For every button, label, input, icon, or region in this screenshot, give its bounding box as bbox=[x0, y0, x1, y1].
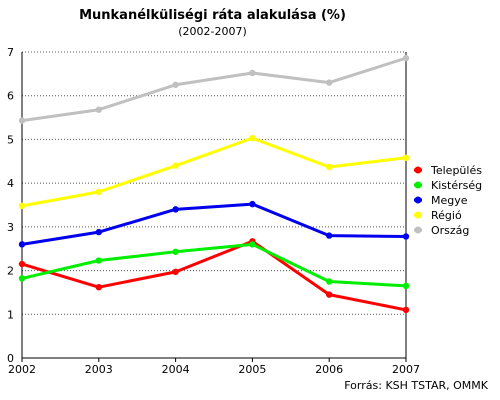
data-point bbox=[249, 200, 256, 208]
y-tick-label: 1 bbox=[7, 308, 14, 321]
chart-source: Forrás: KSH TSTAR, OMMK bbox=[344, 379, 488, 392]
y-tick-label: 6 bbox=[7, 90, 14, 103]
series-2 bbox=[18, 241, 410, 290]
legend-swatch bbox=[414, 166, 422, 174]
data-point bbox=[18, 202, 26, 210]
legend-label: Település bbox=[430, 164, 482, 177]
data-point bbox=[326, 278, 333, 285]
x-tick-label: 2003 bbox=[85, 363, 113, 376]
legend-item: Megye bbox=[414, 194, 468, 207]
data-point bbox=[249, 241, 256, 248]
data-point bbox=[326, 79, 333, 86]
series-line bbox=[21, 56, 407, 123]
series-line bbox=[21, 239, 407, 312]
data-point bbox=[326, 232, 333, 239]
y-tick-label: 3 bbox=[7, 221, 14, 234]
legend-label: Megye bbox=[431, 194, 468, 207]
data-point bbox=[402, 154, 410, 161]
data-point bbox=[18, 275, 26, 282]
legend-swatch bbox=[414, 196, 422, 204]
data-point bbox=[249, 134, 256, 142]
data-point bbox=[18, 241, 26, 248]
data-point bbox=[402, 306, 410, 314]
series-line bbox=[21, 202, 407, 246]
legend-item: Település bbox=[414, 164, 482, 177]
series-4 bbox=[18, 134, 410, 210]
x-tick-label: 2004 bbox=[162, 363, 190, 376]
data-point bbox=[326, 291, 333, 298]
series-line bbox=[21, 242, 407, 288]
data-point bbox=[95, 257, 103, 264]
y-tick-label: 7 bbox=[7, 46, 14, 59]
x-tick-label: 2002 bbox=[8, 363, 36, 376]
legend-label: Kistérség bbox=[431, 179, 482, 192]
data-point bbox=[172, 81, 179, 88]
y-tick-label: 5 bbox=[7, 133, 14, 146]
x-tick-label: 2007 bbox=[392, 363, 420, 376]
data-point bbox=[172, 248, 179, 255]
chart-title: Munkanélküliségi ráta alakulása (%) bbox=[79, 8, 346, 23]
chart-subtitle: (2002-2007) bbox=[178, 25, 247, 38]
data-point bbox=[326, 163, 333, 171]
legend-swatch bbox=[414, 181, 422, 189]
data-point bbox=[172, 268, 179, 276]
data-point bbox=[95, 188, 103, 196]
y-tick-label: 4 bbox=[7, 177, 14, 190]
series-3 bbox=[18, 200, 410, 248]
data-point bbox=[402, 233, 410, 240]
legend-item: Régió bbox=[414, 209, 462, 222]
data-point bbox=[402, 282, 410, 290]
legend-item: Kistérség bbox=[414, 179, 482, 192]
legend-item: Ország bbox=[414, 224, 469, 237]
series-line bbox=[21, 136, 407, 208]
data-point bbox=[249, 69, 256, 77]
legend-swatch bbox=[414, 211, 422, 219]
y-tick-label: 0 bbox=[7, 352, 14, 365]
series-5 bbox=[18, 54, 410, 124]
x-tick-label: 2005 bbox=[238, 363, 266, 376]
legend-label: Régió bbox=[431, 209, 462, 222]
data-point bbox=[18, 260, 26, 268]
legend-label: Ország bbox=[431, 224, 469, 237]
data-point bbox=[95, 106, 103, 113]
data-point bbox=[402, 54, 410, 62]
data-point bbox=[18, 117, 26, 124]
data-point bbox=[172, 162, 179, 169]
data-point bbox=[95, 283, 103, 291]
data-point bbox=[95, 228, 103, 236]
legend-swatch bbox=[414, 226, 422, 234]
x-tick-label: 2006 bbox=[315, 363, 343, 376]
data-point bbox=[172, 206, 179, 213]
y-tick-label: 2 bbox=[7, 265, 14, 278]
